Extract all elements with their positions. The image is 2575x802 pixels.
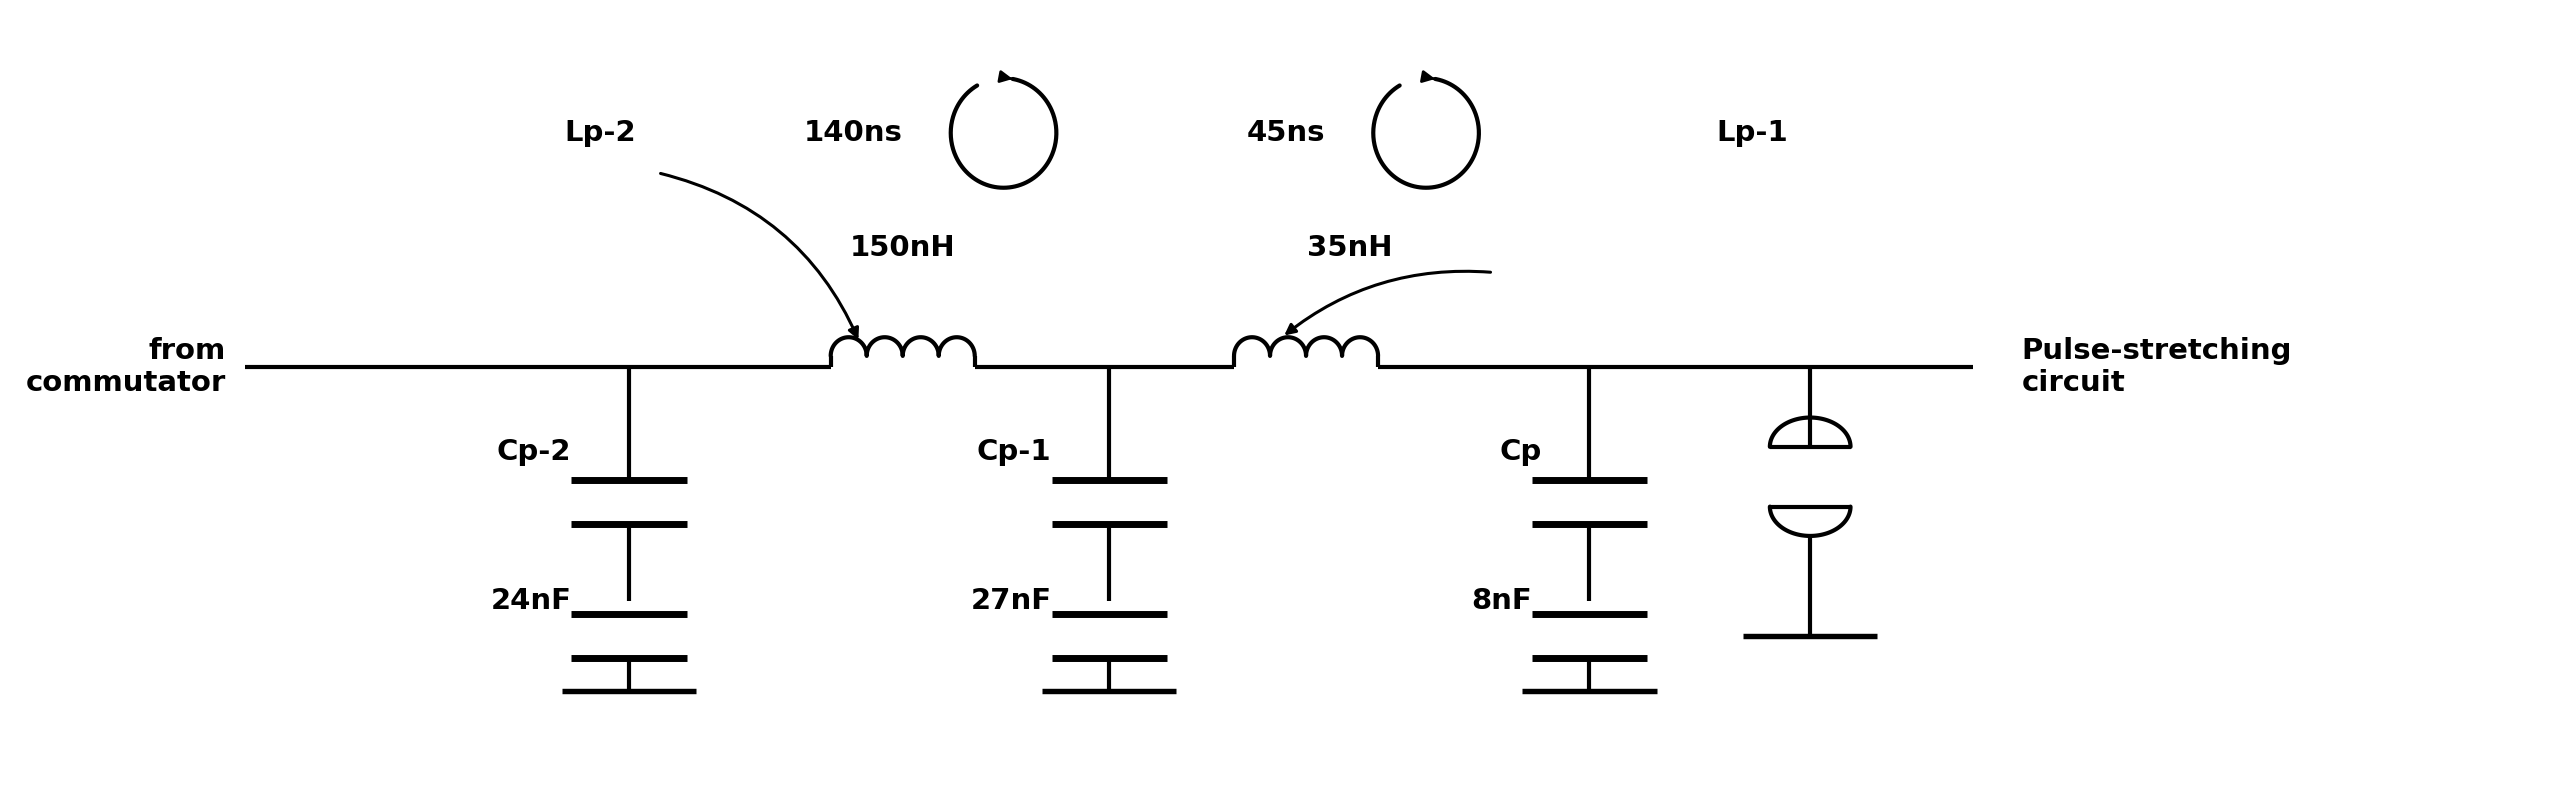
Text: 140ns: 140ns — [803, 119, 904, 147]
Text: 8nF: 8nF — [1470, 587, 1532, 615]
Text: 35nH: 35nH — [1306, 233, 1393, 261]
Text: from
commutator: from commutator — [26, 337, 227, 397]
Text: Cp-1: Cp-1 — [976, 438, 1051, 466]
Text: 24nF: 24nF — [489, 587, 572, 615]
Text: Cp-2: Cp-2 — [497, 438, 572, 466]
Text: Pulse-stretching
circuit: Pulse-stretching circuit — [2021, 337, 2292, 397]
Text: Cp: Cp — [1499, 438, 1542, 466]
Text: 27nF: 27nF — [971, 587, 1051, 615]
Text: 45ns: 45ns — [1246, 119, 1326, 147]
Text: Lp-1: Lp-1 — [1718, 119, 1790, 147]
Text: 150nH: 150nH — [850, 233, 955, 261]
Text: Lp-2: Lp-2 — [564, 119, 636, 147]
